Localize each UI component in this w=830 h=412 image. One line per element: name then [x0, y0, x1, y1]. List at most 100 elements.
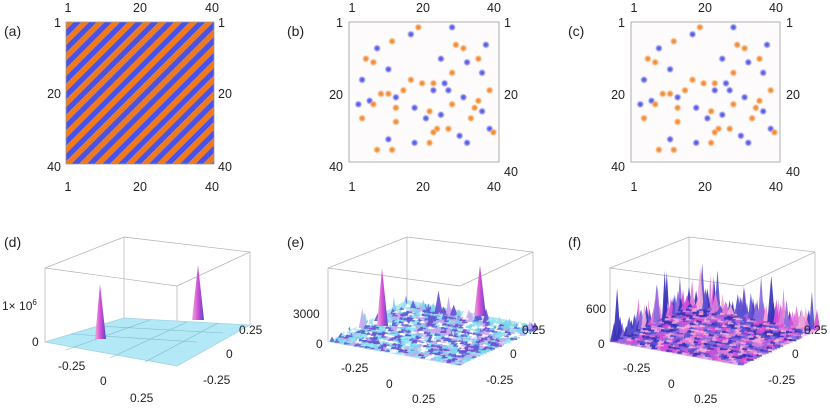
- surface-spike: [408, 337, 416, 341]
- blue-dot: [462, 58, 472, 67]
- surface-spike: [520, 322, 529, 329]
- surface-spike: [726, 304, 735, 315]
- peak-right: [474, 265, 486, 316]
- orange-dot: [391, 103, 401, 113]
- surface-spike: [694, 334, 703, 336]
- blue-dot: [759, 68, 768, 78]
- bottom-tick-20: 20: [133, 180, 147, 194]
- orange-dot: [729, 100, 738, 109]
- surface-spike: [390, 332, 396, 334]
- orange-dot: [414, 23, 423, 32]
- orange-dot: [429, 128, 438, 137]
- surface-spike: [375, 339, 381, 341]
- surface-spike: [456, 340, 463, 342]
- surface-spike: [813, 309, 821, 331]
- surface-spike: [803, 318, 811, 329]
- blue-dot: [692, 103, 701, 113]
- stripe: [164, 114, 214, 164]
- surface-spike: [708, 331, 717, 333]
- surface-spike: [636, 344, 643, 347]
- orange-dot: [489, 128, 498, 137]
- orange-dot: [425, 138, 434, 147]
- orange-dot: [699, 79, 708, 88]
- blue-dot: [421, 114, 431, 123]
- z-tick-top: 600: [586, 302, 606, 316]
- surface-spike: [370, 325, 377, 327]
- blue-dot: [372, 44, 382, 53]
- surface-spike: [485, 338, 493, 342]
- surface-spike: [797, 308, 806, 328]
- blue-dot: [410, 103, 419, 113]
- blue-dot: [406, 30, 416, 39]
- surface-spike: [435, 358, 443, 362]
- surface-spike: [476, 335, 483, 340]
- panel-e: (e) 3000 0 -0.25 0 0.25 0.25 0 -0.25: [287, 234, 546, 406]
- surface-spike: [715, 352, 721, 353]
- surface-spike: [423, 314, 430, 319]
- surface-spike: [417, 315, 425, 318]
- surface-spike: [358, 346, 367, 348]
- peak-right: [192, 265, 204, 320]
- blue-dot: [744, 138, 753, 147]
- surface-spike: [737, 348, 743, 350]
- top-tick-1: 1: [631, 1, 638, 15]
- surface-spike: [365, 319, 372, 326]
- surface-spike: [501, 341, 508, 345]
- surface-spike: [771, 345, 778, 350]
- surface-spike: [439, 306, 448, 314]
- surface-spike: [793, 305, 800, 327]
- surface-spike: [394, 352, 402, 354]
- stripe: [94, 44, 214, 164]
- stripe: [0, 22, 51, 164]
- orange-dot: [770, 128, 779, 137]
- surface-spike: [409, 326, 417, 328]
- surface-spike: [649, 326, 656, 328]
- surface-spike: [353, 342, 362, 347]
- bottom-tick-1: 1: [65, 180, 72, 194]
- surface-spike: [701, 288, 709, 310]
- orange-dot: [710, 79, 719, 88]
- noisy-surface: [328, 290, 539, 366]
- bottom-tick-40: 40: [487, 180, 501, 194]
- surface-spike: [434, 290, 443, 313]
- side-tick-1: 1: [504, 16, 511, 30]
- surface-spike: [443, 360, 451, 361]
- surface-spike: [684, 333, 693, 334]
- stripe: [110, 60, 214, 164]
- surface-spike: [399, 336, 405, 339]
- surface-spike: [429, 330, 436, 335]
- surface-spike: [364, 336, 371, 339]
- panel-b: (b) 1 20 40 1 20 40 1 20 40 1 20 40: [287, 1, 518, 194]
- blue-dot: [721, 79, 731, 88]
- surface-spike: [721, 301, 730, 314]
- surface-spike: [471, 351, 480, 355]
- surface-spike: [334, 337, 340, 343]
- surface-spike: [459, 338, 467, 341]
- surface-spike: [460, 354, 468, 357]
- dot-matrix: [354, 23, 498, 154]
- top-tick-40: 40: [769, 1, 783, 15]
- surface-spike: [673, 338, 679, 340]
- surface-spike: [466, 309, 472, 319]
- surface-spike: [380, 337, 386, 342]
- surface-spike: [410, 315, 416, 318]
- surface-spike: [658, 320, 666, 324]
- panel-c: (c) 1 20 40 1 20 40 1 20 40 1 20 40: [568, 1, 800, 194]
- surface-spike: [783, 299, 790, 325]
- x-tick-zero: 0: [386, 377, 393, 391]
- surface-spike: [376, 327, 385, 330]
- stripe: [86, 36, 214, 164]
- surface-spike: [499, 335, 508, 339]
- surface-spike: [416, 338, 424, 341]
- orange-dot: [710, 128, 719, 137]
- surface-spike: [424, 308, 432, 311]
- stripe: [133, 83, 214, 164]
- orange-dot: [740, 44, 749, 53]
- surface-spike: [408, 319, 414, 326]
- surface-spike: [674, 330, 681, 333]
- orange-dot: [447, 68, 457, 78]
- surface-spike: [434, 350, 443, 352]
- surface-spike: [477, 344, 483, 346]
- panel-d: (d) 1× 106 0 -0.25 0 0.25 0.25 0 -0.25: [2, 234, 263, 405]
- orange-dot: [706, 107, 716, 116]
